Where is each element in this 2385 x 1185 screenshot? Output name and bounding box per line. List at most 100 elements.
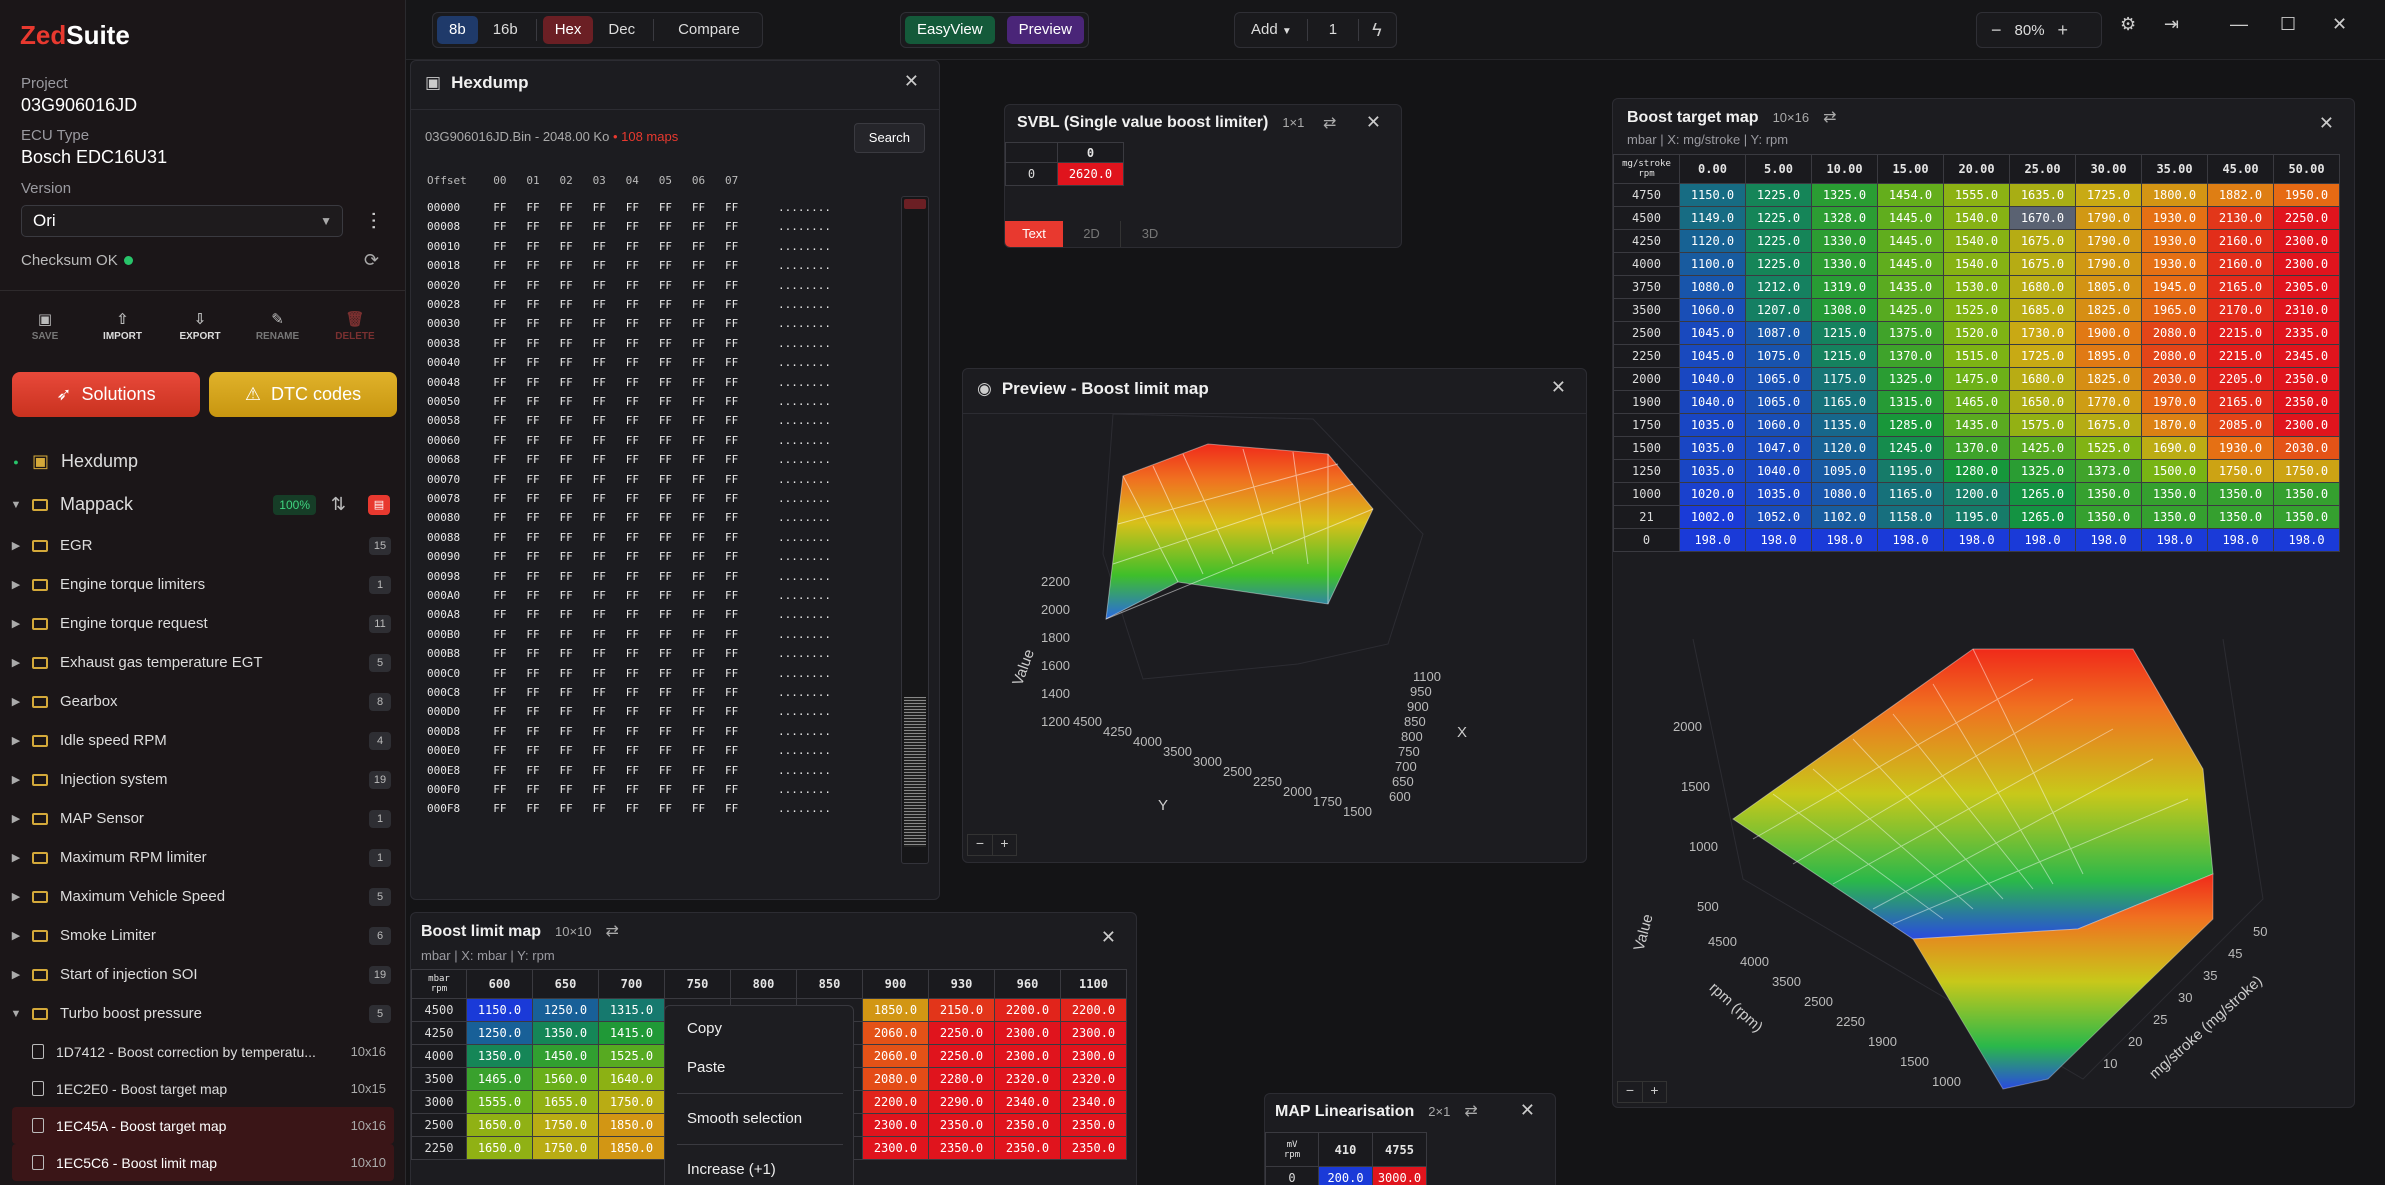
hex-row[interactable]: 00030 FF FF FF FF FF FF FF FF ........: [427, 317, 832, 331]
value-cell[interactable]: 1328.0: [1811, 206, 1878, 230]
value-cell[interactable]: 1945.0: [2141, 275, 2208, 299]
hex-row[interactable]: 000C8 FF FF FF FF FF FF FF FF ........: [427, 686, 832, 699]
8bit-button[interactable]: 8b: [437, 16, 478, 44]
value-cell[interactable]: 1280.0: [1943, 459, 2010, 483]
value-cell[interactable]: 1555.0: [1943, 183, 2010, 207]
value-cell[interactable]: 1930.0: [2207, 436, 2274, 460]
zoom-out-icon[interactable]: −: [1991, 19, 2002, 40]
tree-item-hexdump[interactable]: ● ▣ Hexdump: [0, 440, 405, 483]
value-cell[interactable]: 1560.0: [532, 1067, 599, 1091]
value-cell[interactable]: 198.0: [2273, 528, 2340, 552]
value-cell[interactable]: 2080.0: [862, 1067, 929, 1091]
folder-item[interactable]: ▶ Engine torque limiters 1: [0, 565, 405, 604]
tab-3d[interactable]: 3D: [1141, 226, 1159, 241]
value-cell[interactable]: 1515.0: [1943, 344, 2010, 368]
close-window-icon[interactable]: ✕: [2332, 14, 2348, 34]
value-cell[interactable]: 1750.0: [532, 1113, 599, 1137]
hex-row[interactable]: 000D8 FF FF FF FF FF FF FF FF ........: [427, 724, 832, 738]
value-cell[interactable]: 1195.0: [1943, 505, 2010, 529]
value-cell[interactable]: 1002.0: [1679, 505, 1746, 529]
value-cell[interactable]: 1790.0: [2075, 252, 2142, 276]
value-cell[interactable]: 1425.0: [2009, 436, 2076, 460]
value-cell[interactable]: 1670.0: [2009, 206, 2076, 230]
value-cell[interactable]: 2300.0: [994, 1021, 1061, 1045]
value-cell[interactable]: 2150.0: [928, 998, 995, 1022]
value-cell[interactable]: 198.0: [1943, 528, 2010, 552]
value-cell[interactable]: 1970.0: [2141, 390, 2208, 414]
value-cell[interactable]: 1555.0: [466, 1090, 533, 1114]
value-cell[interactable]: 1373.0: [2075, 459, 2142, 483]
boost-target-3d-plot[interactable]: [1613, 619, 2355, 1099]
value-cell[interactable]: 2250.0: [2273, 206, 2340, 230]
value-cell[interactable]: 1035.0: [1745, 482, 1812, 506]
hex-row[interactable]: 000B8 FF FF FF FF FF FF FF FF ........: [427, 647, 832, 661]
map-item[interactable]: 1EC2E0 - Boost target map 10x15: [12, 1070, 394, 1107]
value-cell[interactable]: 2165.0: [2207, 275, 2274, 299]
hex-row[interactable]: 000A8 FF FF FF FF FF FF FF FF ........: [427, 608, 832, 622]
value-cell[interactable]: 2340.0: [1060, 1090, 1127, 1114]
value-cell[interactable]: 2300.0: [862, 1113, 929, 1137]
value-cell[interactable]: 1195.0: [1877, 459, 1944, 483]
value-cell[interactable]: 1525.0: [2075, 436, 2142, 460]
value-cell[interactable]: 1750.0: [2273, 459, 2340, 483]
value-cell[interactable]: 2335.0: [2273, 321, 2340, 345]
hex-row[interactable]: 00070 FF FF FF FF FF FF FF FF ........: [427, 472, 832, 486]
value-cell[interactable]: 1035.0: [1679, 436, 1746, 460]
value-cell[interactable]: 2205.0: [2207, 367, 2274, 391]
value-cell[interactable]: 1375.0: [1877, 321, 1944, 345]
value-cell[interactable]: 1087.0: [1745, 321, 1812, 345]
hex-row[interactable]: 00038 FF FF FF FF FF FF FF FF ........: [427, 336, 832, 350]
hex-row[interactable]: 000E0 FF FF FF FF FF FF FF FF ........: [427, 744, 832, 758]
value-cell[interactable]: 1370.0: [1943, 436, 2010, 460]
hex-scrollbar[interactable]: [901, 196, 929, 864]
value-cell[interactable]: 1454.0: [1877, 183, 1944, 207]
value-cell[interactable]: 1450.0: [532, 1044, 599, 1068]
value-cell[interactable]: 1225.0: [1745, 252, 1812, 276]
value-cell[interactable]: 2305.0: [2273, 275, 2340, 299]
value-cell[interactable]: 2300.0: [2273, 229, 2340, 253]
value-cell[interactable]: 1250.0: [466, 1021, 533, 1045]
folder-item[interactable]: ▶ Start of injection SOI 19: [0, 955, 405, 994]
folder-item[interactable]: ▶ Idle speed RPM 4: [0, 721, 405, 760]
value-cell[interactable]: 2060.0: [862, 1044, 929, 1068]
value-cell[interactable]: 1065.0: [1745, 367, 1812, 391]
value-cell[interactable]: 2250.0: [928, 1044, 995, 1068]
value-cell[interactable]: 1052.0: [1745, 505, 1812, 529]
value-cell[interactable]: 2290.0: [928, 1090, 995, 1114]
value-cell[interactable]: 1465.0: [1943, 390, 2010, 414]
dtc-codes-button[interactable]: ⚠ DTC codes: [209, 372, 397, 417]
value-cell[interactable]: 1120.0: [1811, 436, 1878, 460]
sync-icon[interactable]: ⇄: [1323, 115, 1337, 132]
value-cell[interactable]: 2080.0: [2141, 321, 2208, 345]
value-cell[interactable]: 1100.0: [1679, 252, 1746, 276]
close-icon[interactable]: ✕: [1519, 1100, 1535, 1120]
value-cell[interactable]: 1445.0: [1877, 252, 1944, 276]
tab-text[interactable]: Text: [1005, 221, 1063, 247]
value-cell[interactable]: 2320.0: [1060, 1067, 1127, 1091]
value-cell[interactable]: 1650.0: [466, 1136, 533, 1160]
value-cell[interactable]: 1680.0: [2009, 367, 2076, 391]
value-cell[interactable]: 1895.0: [2075, 344, 2142, 368]
menu-item-increase[interactable]: Increase (+1): [687, 1161, 776, 1178]
value-cell[interactable]: 1035.0: [1679, 459, 1746, 483]
hex-row[interactable]: 000F8 FF FF FF FF FF FF FF FF ........: [427, 802, 832, 816]
value-cell[interactable]: 1225.0: [1745, 229, 1812, 253]
value-cell[interactable]: 1095.0: [1811, 459, 1878, 483]
preview-button[interactable]: Preview: [1006, 16, 1084, 44]
value-cell[interactable]: 1215.0: [1811, 344, 1878, 368]
value-cell[interactable]: 1330.0: [1811, 252, 1878, 276]
hex-row[interactable]: 00010 FF FF FF FF FF FF FF FF ........: [427, 239, 832, 253]
value-cell[interactable]: 1060.0: [1745, 413, 1812, 437]
hex-row[interactable]: 00090 FF FF FF FF FF FF FF FF ........: [427, 550, 832, 564]
zoom-out-button[interactable]: −: [1625, 1082, 1635, 1098]
quantity-input[interactable]: 1: [1328, 21, 1338, 38]
value-cell[interactable]: 2340.0: [994, 1090, 1061, 1114]
value-cell[interactable]: 2350.0: [994, 1113, 1061, 1137]
dec-button[interactable]: Dec: [608, 21, 636, 38]
tab-2d[interactable]: 2D: [1063, 221, 1121, 247]
folder-item[interactable]: ▶ EGR 15: [0, 526, 405, 565]
value-cell[interactable]: 198.0: [2009, 528, 2076, 552]
hex-row[interactable]: 000E8 FF FF FF FF FF FF FF FF ........: [427, 763, 832, 777]
value-cell[interactable]: 1530.0: [1943, 275, 2010, 299]
folder-item[interactable]: ▶ Smoke Limiter 6: [0, 916, 405, 955]
